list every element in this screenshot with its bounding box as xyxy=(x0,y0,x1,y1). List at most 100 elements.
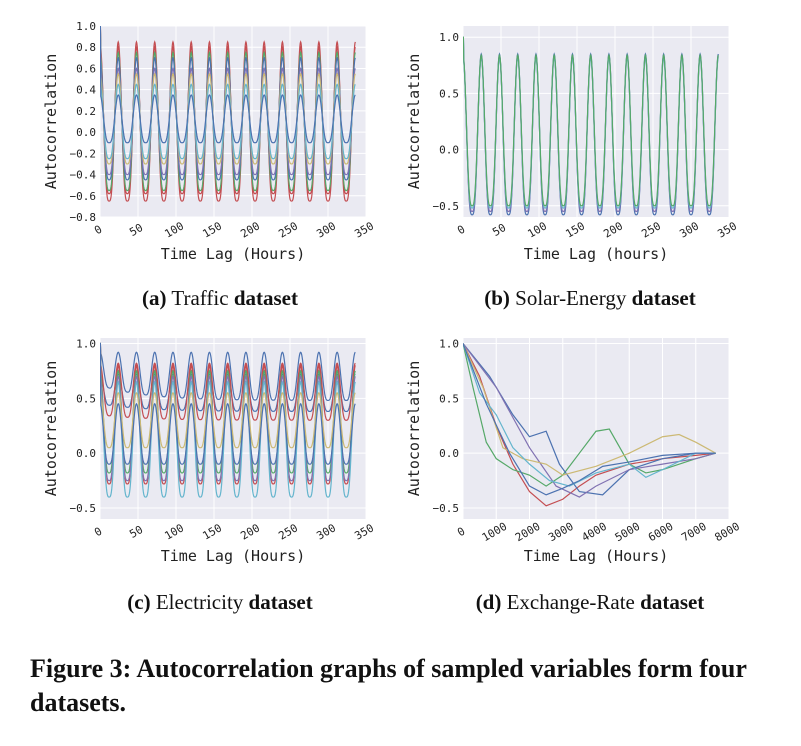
x-tick-label: 1000 xyxy=(480,520,509,545)
x-axis-label: Time Lag (Hours) xyxy=(524,547,669,565)
x-tick-label: 150 xyxy=(563,219,587,240)
y-tick-label: 0.6 xyxy=(76,62,96,75)
y-tick-label: 0.2 xyxy=(76,105,96,118)
series-line-s5 xyxy=(463,343,716,476)
panel-traffic: 0 50 100 150 200 250 300 350 1.0 0.8 0.6 0.4 0.2 0.0 −… xyxy=(42,20,376,263)
y-tick-label: 0.8 xyxy=(76,41,96,54)
series-line-s3 xyxy=(100,342,356,421)
x-tick-label: 50 xyxy=(127,523,145,541)
x-tick-label: 300 xyxy=(314,521,338,542)
y-tick-label: 0.5 xyxy=(76,392,96,405)
caption-c-prefix: (c) xyxy=(127,590,151,614)
x-tick-label: 350 xyxy=(715,219,739,240)
series-line-s7 xyxy=(100,342,356,498)
caption-b-prefix: (b) xyxy=(484,286,510,310)
y-tick-label: −0.6 xyxy=(70,190,97,203)
caption-d-name: Exchange-Rate xyxy=(506,590,635,614)
figure-caption: Figure 3: Autocorrelation graphs of samp… xyxy=(30,654,747,717)
x-tick-label: 4000 xyxy=(580,520,609,545)
y-tick-label: −0.2 xyxy=(70,147,97,160)
x-axis-label: Time Lag (Hours) xyxy=(161,245,306,263)
x-tick-label: 100 xyxy=(525,219,549,240)
caption-b: (b) Solar-Energy dataset xyxy=(420,286,760,311)
y-tick-label: 1.0 xyxy=(76,20,96,33)
x-tick-label: 350 xyxy=(352,219,376,240)
caption-d: (d) Exchange-Rate dataset xyxy=(420,590,760,615)
y-tick-label: 0.5 xyxy=(439,87,459,100)
caption-a: (a) Traffic dataset xyxy=(60,286,380,311)
caption-b-suffix: dataset xyxy=(631,286,696,310)
x-tick-label: 0 xyxy=(92,525,104,540)
series-line-s3 xyxy=(463,343,716,496)
series-line-s6 xyxy=(463,343,716,487)
x-tick-label: 250 xyxy=(276,521,300,542)
y-tick-label: 0.4 xyxy=(76,84,96,97)
panel-electricity: 0 50 100 150 200 250 300 350 1.0 0.5 0.0 −0.5 Time L… xyxy=(42,337,376,565)
series-line-s6 xyxy=(100,342,356,482)
charts-svg: 0 50 100 150 200 250 300 350 1.0 0.8 0.6 0.4 0.2 0.0 −… xyxy=(42,20,742,565)
x-tick-label: 100 xyxy=(162,521,186,542)
panel-exchange-rate: 0 1000 2000 3000 4000 5000 6000 7000 8000 1.0 0.5 0… xyxy=(405,337,742,565)
x-tick-label: 0 xyxy=(455,223,467,238)
series-line-s8 xyxy=(100,342,356,449)
caption-b-name: Solar-Energy xyxy=(515,286,627,310)
series-line-s8 xyxy=(100,26,356,144)
caption-a-prefix: (a) xyxy=(142,286,167,310)
caption-d-prefix: (d) xyxy=(475,590,502,614)
x-tick-label: 200 xyxy=(238,521,262,542)
x-tick-label: 7000 xyxy=(679,520,708,545)
y-tick-label: 0.0 xyxy=(76,126,96,139)
y-axis-label: Autocorrelation xyxy=(405,361,423,496)
y-tick-label: −0.5 xyxy=(433,200,460,213)
x-tick-label: 150 xyxy=(200,219,224,240)
x-tick-label: 50 xyxy=(490,221,508,239)
x-tick-label: 150 xyxy=(200,521,224,542)
y-tick-label: −0.5 xyxy=(70,502,97,515)
series-line-s9 xyxy=(100,342,356,465)
plot-background xyxy=(100,26,366,217)
series-line-s7 xyxy=(100,26,356,160)
series-line-s3 xyxy=(100,26,356,192)
x-tick-label: 0 xyxy=(92,223,104,238)
caption-a-suffix: dataset xyxy=(233,286,298,310)
x-tick-label: 0 xyxy=(455,525,467,540)
x-tick-label: 350 xyxy=(352,521,376,542)
series-line-s7 xyxy=(463,343,716,496)
x-tick-label: 250 xyxy=(276,219,300,240)
x-tick-label: 200 xyxy=(238,219,262,240)
y-tick-label: 1.0 xyxy=(439,31,459,44)
y-tick-label: −0.4 xyxy=(70,169,97,182)
x-tick-label: 8000 xyxy=(713,520,742,545)
y-tick-label: 0.0 xyxy=(76,447,96,460)
x-tick-label: 3000 xyxy=(546,520,575,545)
x-tick-label: 2000 xyxy=(513,520,542,545)
series-line-s5 xyxy=(100,26,356,176)
caption-d-suffix: dataset xyxy=(640,590,705,614)
x-axis-label: Time Lag (Hours) xyxy=(161,547,306,565)
y-axis-label: Autocorrelation xyxy=(42,54,60,189)
caption-c-name: Electricity xyxy=(155,590,244,614)
x-tick-label: 300 xyxy=(314,219,338,240)
x-tick-label: 250 xyxy=(639,219,663,240)
y-tick-label: 1.0 xyxy=(76,337,96,350)
x-tick-label: 6000 xyxy=(646,520,675,545)
y-axis-label: Autocorrelation xyxy=(42,361,60,496)
y-tick-label: −0.5 xyxy=(433,502,460,515)
series-line-s4 xyxy=(463,36,719,207)
x-tick-label: 300 xyxy=(677,219,701,240)
y-tick-label: −0.8 xyxy=(70,211,97,224)
x-axis-label: Time Lag (hours) xyxy=(524,245,669,263)
caption-c-suffix: dataset xyxy=(248,590,313,614)
x-tick-label: 5000 xyxy=(613,520,642,545)
y-tick-label: 1.0 xyxy=(439,337,459,350)
y-axis-label: Autocorrelation xyxy=(405,54,423,189)
y-tick-label: 0.0 xyxy=(439,447,459,460)
panel-solar-energy: 0 50 100 150 200 250 300 350 1.0 0.5 0.0 −0.5 Time L… xyxy=(405,26,739,263)
caption-a-name: Traffic xyxy=(171,286,229,310)
y-tick-label: 0.5 xyxy=(439,392,459,405)
x-tick-label: 100 xyxy=(162,219,186,240)
series-line-s2 xyxy=(100,342,356,413)
series-line-s2 xyxy=(463,343,716,487)
y-tick-label: 0.0 xyxy=(439,144,459,157)
